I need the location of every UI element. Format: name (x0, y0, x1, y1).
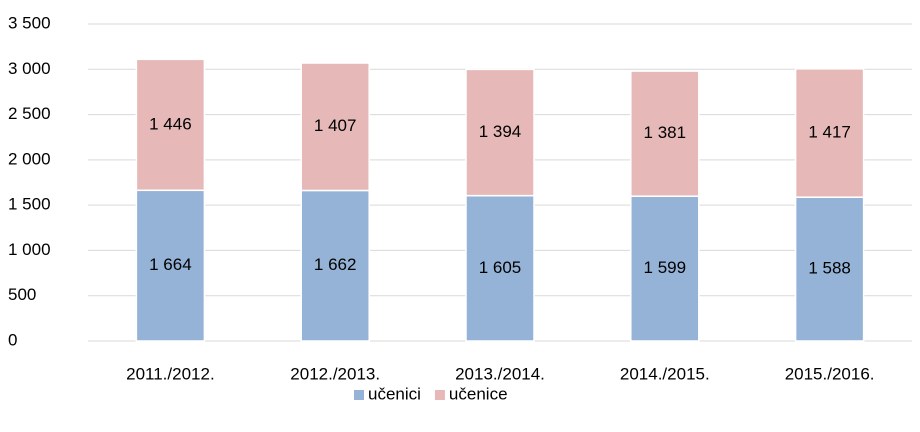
y-tick-label: 2 000 (8, 149, 51, 168)
x-tick-label: 2011./2012. (126, 364, 215, 383)
bar-segment (135, 58, 206, 192)
y-tick-label: 1 500 (8, 195, 51, 214)
bar-segment (794, 196, 865, 342)
y-tick-label: 2 500 (8, 104, 51, 123)
y-tick-label: 3 000 (8, 59, 51, 78)
x-tick-label: 2012./2013. (290, 364, 380, 383)
y-tick-label: 1 000 (8, 240, 51, 259)
bar-segment (465, 68, 535, 197)
data-label: 1 394 (479, 122, 522, 141)
data-label: 1 599 (644, 258, 687, 277)
data-label: 1 417 (808, 122, 851, 141)
x-tick-label: 2014./2015. (620, 364, 710, 383)
y-tick-label: 0 (8, 330, 17, 349)
data-label: 1 446 (149, 114, 192, 133)
legend-label: učenici (368, 384, 421, 403)
legend-swatch (354, 390, 364, 400)
bar-segment (630, 70, 700, 197)
bar-segment (465, 194, 535, 342)
data-label: 1 605 (479, 258, 522, 277)
data-label: 1 664 (149, 255, 192, 274)
data-label: 1 381 (644, 123, 687, 142)
data-label: 1 662 (314, 255, 357, 274)
bar-segment (300, 189, 370, 342)
y-tick-label: 3 500 (8, 13, 51, 32)
x-tick-label: 2015./2016. (785, 364, 875, 383)
bar-segment (300, 62, 370, 192)
x-tick-label: 2013./2014. (455, 364, 545, 383)
data-label: 1 588 (808, 259, 851, 278)
bar-segment (794, 68, 865, 198)
legend-label: učenice (449, 384, 508, 403)
legend-swatch (434, 390, 445, 400)
y-tick-label: 500 (8, 285, 36, 304)
bar-segment (135, 189, 206, 342)
data-label: 1 407 (314, 116, 357, 135)
